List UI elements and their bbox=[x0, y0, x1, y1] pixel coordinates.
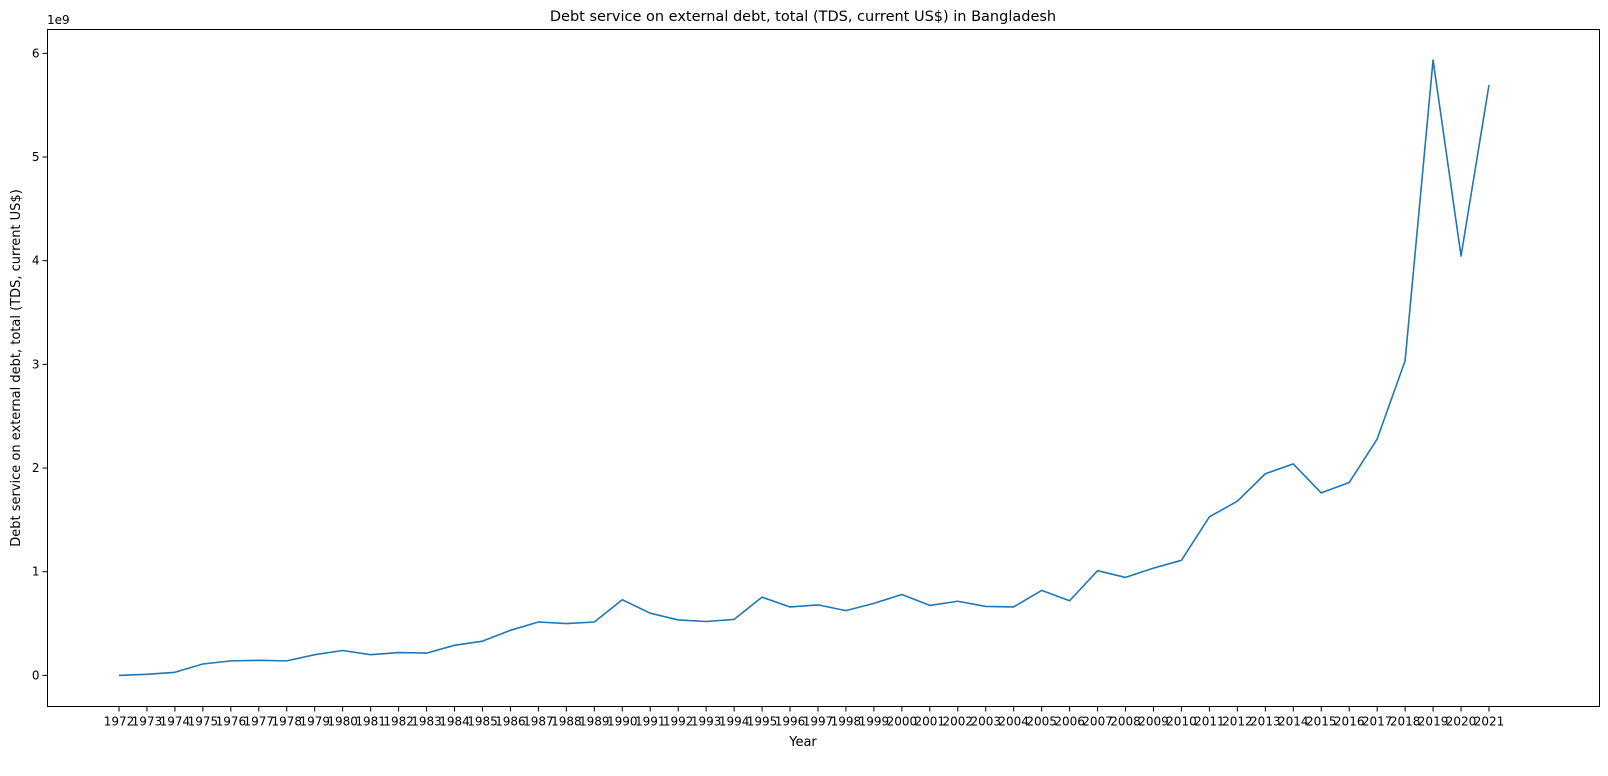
x-tick-label: 1998 bbox=[831, 715, 862, 729]
x-tick-label: 2000 bbox=[887, 715, 918, 729]
x-tick-label: 2012 bbox=[1222, 715, 1253, 729]
x-tick-label: 2019 bbox=[1418, 715, 1449, 729]
series-line bbox=[118, 59, 1490, 677]
y-tick-label: 0 bbox=[32, 668, 40, 682]
x-tick-label: 1999 bbox=[859, 715, 890, 729]
x-tick-label: 2003 bbox=[970, 715, 1001, 729]
x-tick-label: 2002 bbox=[943, 715, 974, 729]
x-axis-ticks: 1972197319741975197619771978197919801981… bbox=[104, 706, 1505, 729]
x-tick-label: 1984 bbox=[439, 715, 470, 729]
x-tick-label: 1991 bbox=[635, 715, 666, 729]
x-tick-label: 1981 bbox=[355, 715, 386, 729]
y-axis-ticks: 0 1 2 3 4 5 6 bbox=[32, 46, 48, 682]
x-tick-label: 1977 bbox=[244, 715, 275, 729]
x-tick-label: 1985 bbox=[467, 715, 498, 729]
x-tick-label: 1976 bbox=[216, 715, 247, 729]
x-tick-label: 2015 bbox=[1306, 715, 1337, 729]
x-tick-label: 2017 bbox=[1362, 715, 1393, 729]
x-tick-label: 1995 bbox=[747, 715, 778, 729]
x-tick-label: 2005 bbox=[1026, 715, 1057, 729]
y-tick-label: 1 bbox=[32, 565, 40, 579]
x-tick-label: 1974 bbox=[160, 715, 191, 729]
x-tick-label: 2009 bbox=[1138, 715, 1169, 729]
x-tick-label: 1997 bbox=[803, 715, 834, 729]
y-tick-label: 6 bbox=[32, 46, 40, 60]
y-offset-label: 1e9 bbox=[47, 13, 70, 27]
x-tick-label: 2011 bbox=[1194, 715, 1225, 729]
x-tick-label: 2016 bbox=[1334, 715, 1365, 729]
x-tick-label: 2006 bbox=[1054, 715, 1085, 729]
x-tick-label: 1975 bbox=[188, 715, 219, 729]
x-tick-label: 1980 bbox=[327, 715, 358, 729]
x-tick-label: 1983 bbox=[411, 715, 442, 729]
x-tick-label: 1973 bbox=[132, 715, 163, 729]
x-tick-label: 2021 bbox=[1474, 715, 1505, 729]
x-tick-label: 1994 bbox=[719, 715, 750, 729]
x-axis-label: Year bbox=[788, 735, 817, 750]
x-tick-label: 1992 bbox=[663, 715, 694, 729]
y-axis-label: Debt service on external debt, total (TD… bbox=[9, 189, 24, 547]
x-tick-label: 2013 bbox=[1250, 715, 1281, 729]
x-tick-label: 2007 bbox=[1082, 715, 1113, 729]
x-tick-label: 1982 bbox=[383, 715, 414, 729]
x-tick-label: 1979 bbox=[299, 715, 330, 729]
x-tick-label: 1986 bbox=[495, 715, 526, 729]
x-tick-label: 1987 bbox=[523, 715, 554, 729]
x-tick-label: 2014 bbox=[1278, 715, 1309, 729]
x-tick-label: 1972 bbox=[104, 715, 135, 729]
x-tick-label: 2008 bbox=[1110, 715, 1141, 729]
x-tick-label: 2020 bbox=[1446, 715, 1477, 729]
x-tick-label: 1978 bbox=[271, 715, 302, 729]
x-tick-label: 2004 bbox=[998, 715, 1029, 729]
x-tick-label: 2001 bbox=[915, 715, 946, 729]
x-tick-label: 1996 bbox=[775, 715, 806, 729]
y-tick-label: 5 bbox=[32, 150, 40, 164]
chart-title: Debt service on external debt, total (TD… bbox=[550, 9, 1056, 25]
x-tick-label: 1988 bbox=[551, 715, 582, 729]
y-tick-label: 4 bbox=[32, 254, 40, 268]
y-tick-label: 2 bbox=[32, 461, 40, 475]
plot-frame bbox=[47, 29, 1600, 707]
x-tick-label: 2018 bbox=[1390, 715, 1421, 729]
x-tick-label: 1993 bbox=[691, 715, 722, 729]
x-tick-label: 2010 bbox=[1166, 715, 1197, 729]
y-tick-label: 3 bbox=[32, 357, 40, 371]
x-tick-label: 1990 bbox=[607, 715, 638, 729]
x-tick-label: 1989 bbox=[579, 715, 610, 729]
